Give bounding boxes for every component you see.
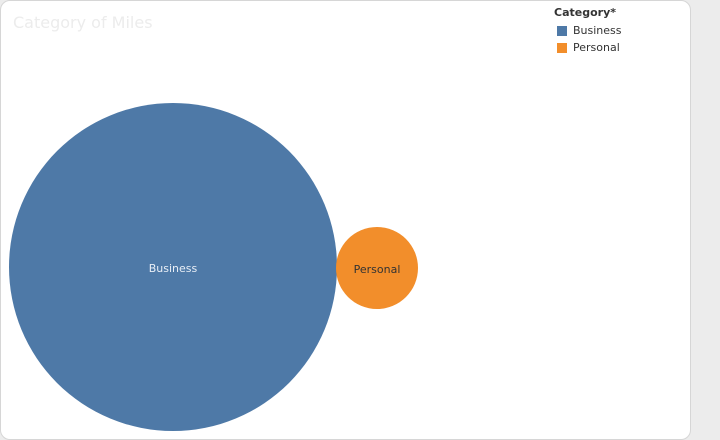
legend-label-business: Business [573, 24, 622, 37]
legend-item-business[interactable]: Business [554, 22, 679, 39]
legend-swatch-business [557, 25, 567, 36]
bubble-business[interactable] [9, 103, 337, 431]
legend-swatch-personal [557, 42, 567, 53]
bubble-label-personal: Personal [354, 263, 401, 276]
legend-label-personal: Personal [573, 41, 620, 54]
chart-title: Category of Miles [13, 13, 153, 32]
legend-title: Category* [554, 6, 616, 19]
bubble-personal[interactable] [336, 227, 418, 309]
bubble-label-business: Business [149, 262, 198, 275]
legend: Category* Business Personal [554, 6, 679, 56]
chart-card: Category of Miles Business Personal Cate… [0, 0, 691, 440]
bubble-plot: Business Personal [9, 103, 418, 431]
legend-item-personal[interactable]: Personal [554, 39, 679, 56]
